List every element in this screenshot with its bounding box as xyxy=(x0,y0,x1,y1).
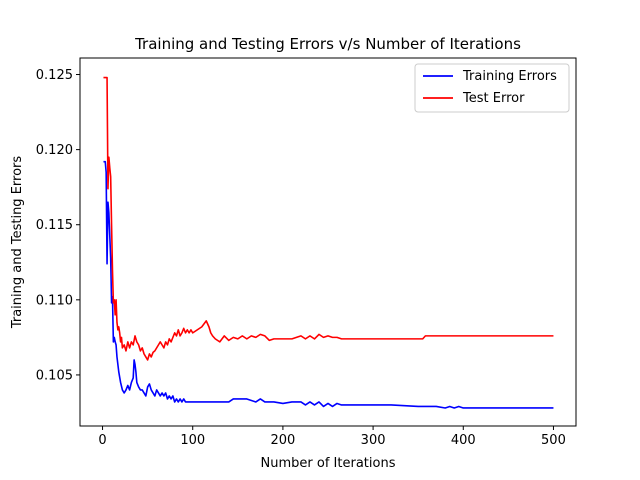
series-layer xyxy=(103,76,554,409)
x-tick-label: 400 xyxy=(451,433,476,448)
chart-title: Training and Testing Errors v/s Number o… xyxy=(134,35,521,53)
x-tick-label: 0 xyxy=(98,433,106,448)
series-line-training-errors xyxy=(103,160,554,409)
legend-test-label: Test Error xyxy=(462,91,525,106)
x-axis-ticks: 0 100 200 300 400 500 xyxy=(98,426,566,448)
y-tick-label: 0.115 xyxy=(36,218,73,233)
y-tick-label: 0.120 xyxy=(36,143,73,158)
x-tick-label: 200 xyxy=(270,433,295,448)
legend: Training Errors Test Error xyxy=(414,63,570,113)
series-line-test-error xyxy=(103,76,554,361)
y-tick-label: 0.105 xyxy=(36,368,73,383)
x-tick-label: 500 xyxy=(541,433,566,448)
legend-training-label: Training Errors xyxy=(462,69,557,84)
y-axis-label: Training and Testing Errors xyxy=(10,156,25,330)
x-axis-label: Number of Iterations xyxy=(261,456,396,471)
legend-box xyxy=(414,63,570,113)
plot-area xyxy=(79,57,577,427)
y-tick-label: 0.125 xyxy=(36,68,73,83)
x-tick-label: 300 xyxy=(361,433,386,448)
y-axis-ticks: 0.105 0.110 0.115 0.120 0.125 xyxy=(36,68,80,383)
x-tick-label: 100 xyxy=(180,433,205,448)
y-tick-label: 0.110 xyxy=(36,293,73,308)
